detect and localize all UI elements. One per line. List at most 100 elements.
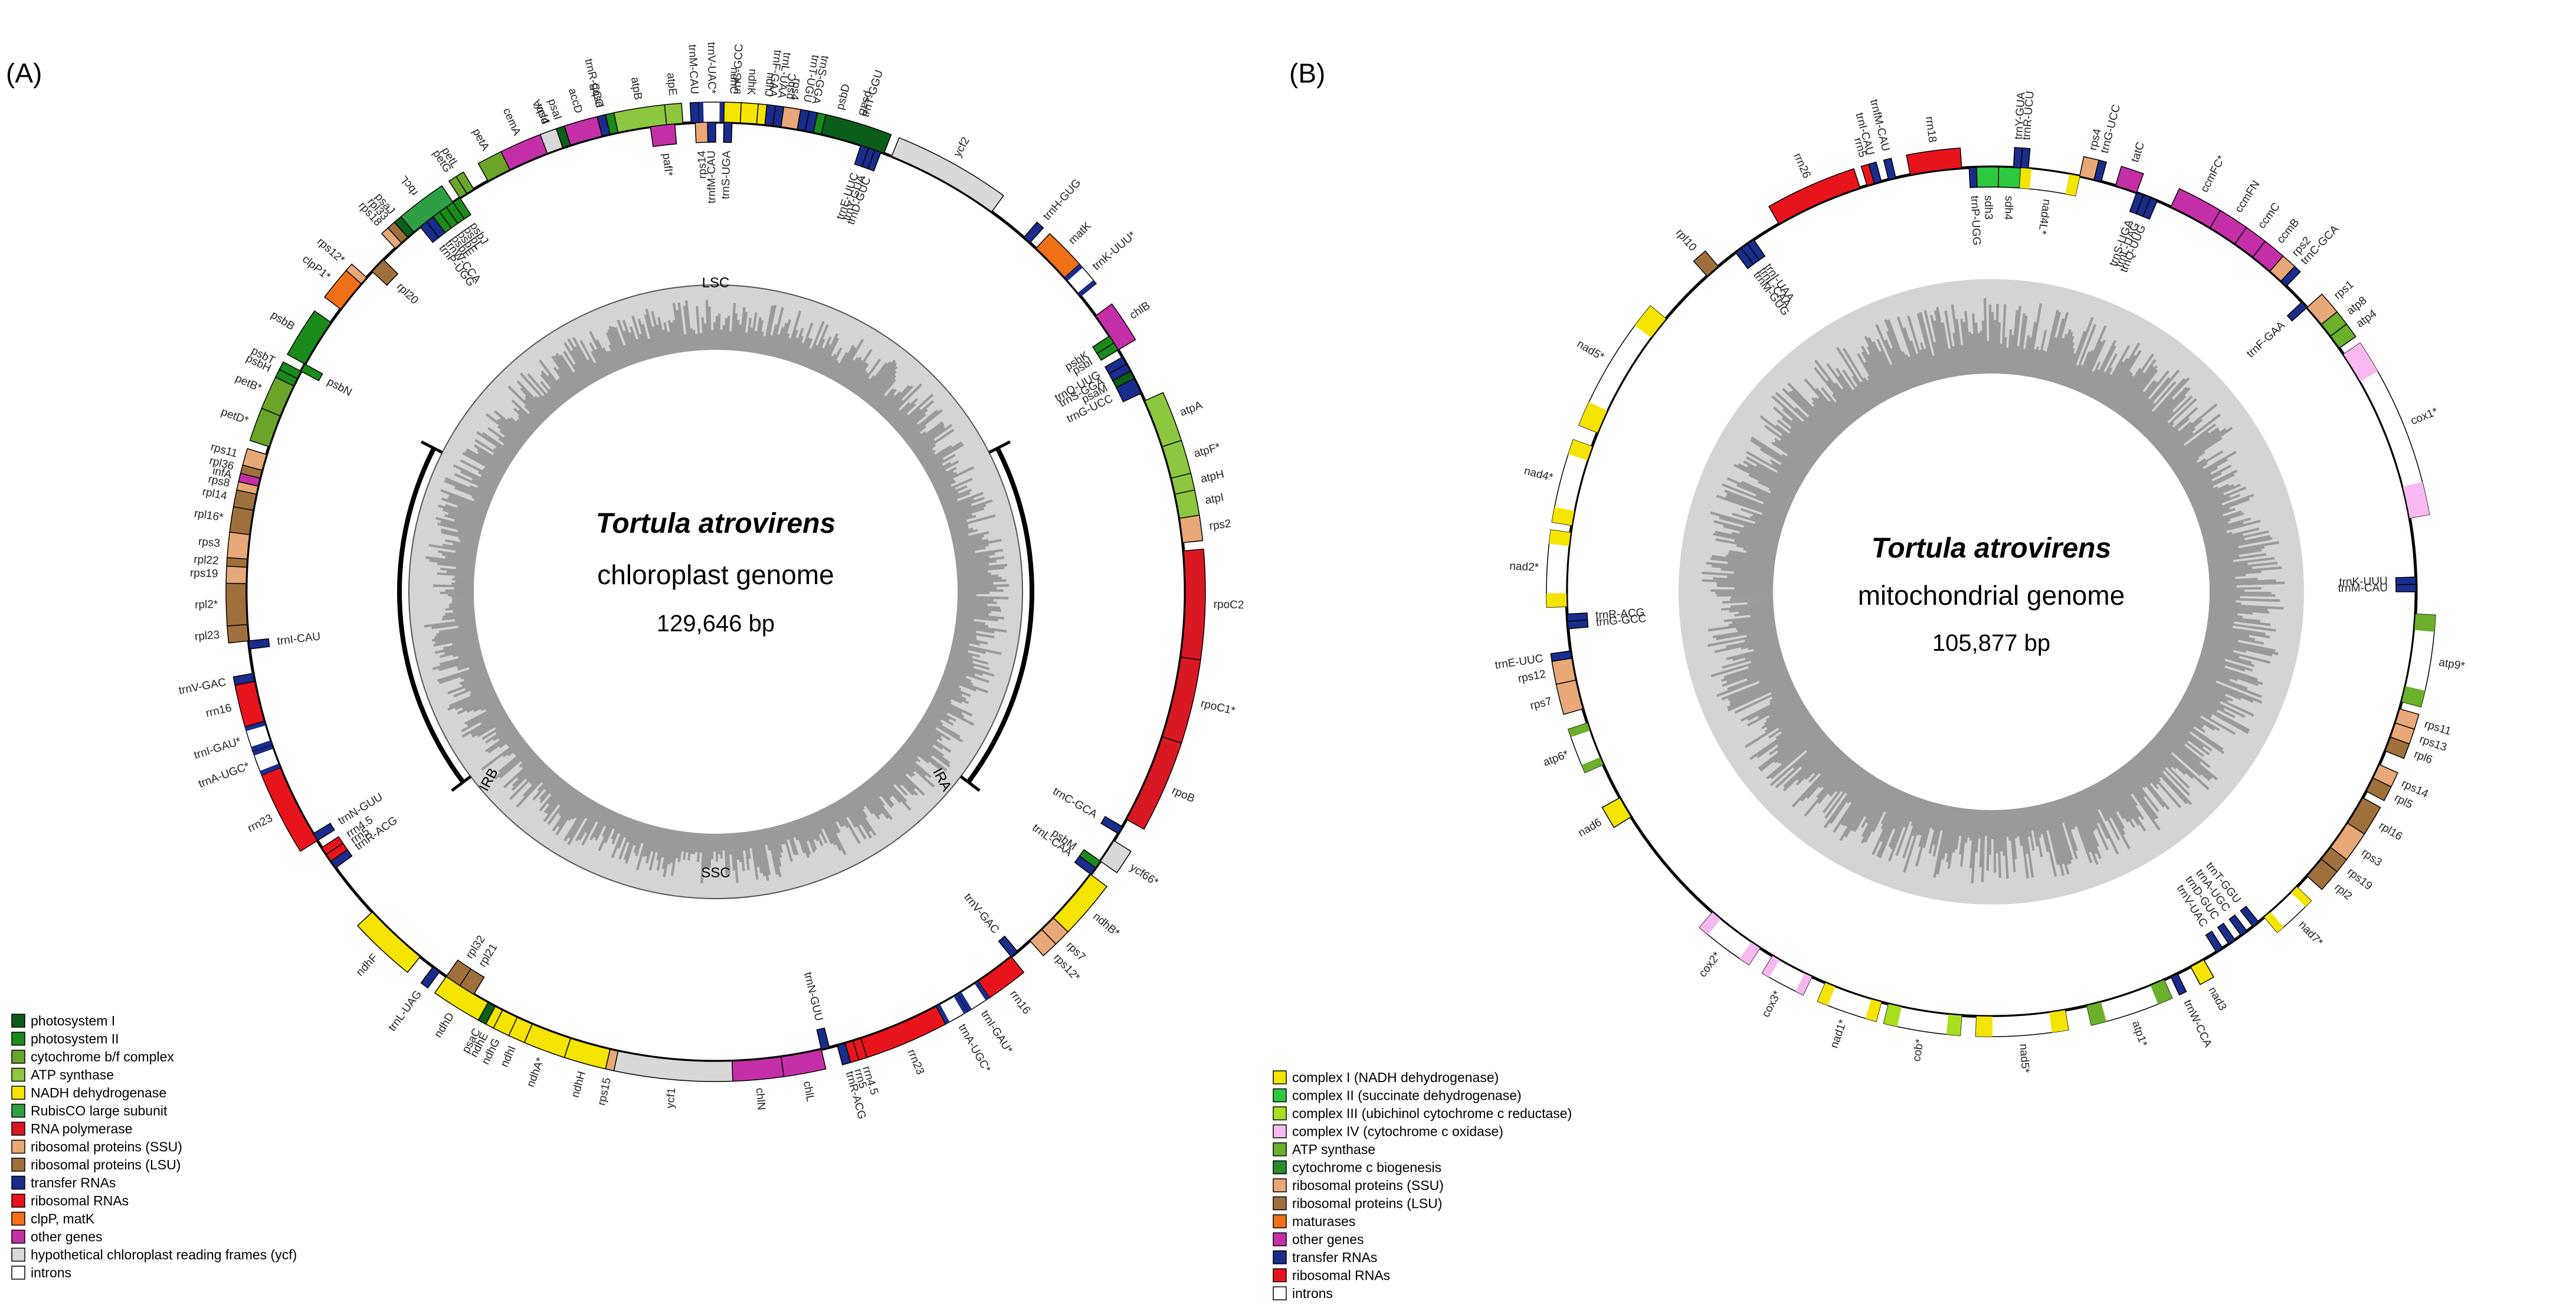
gene-label: nad1* [1828, 1018, 1849, 1050]
legend-b-label: complex III (ubichinol cytochrome c redu… [1292, 1106, 1572, 1121]
gene-label: ccmFC* [2198, 153, 2228, 195]
gene-label: atpH [1199, 468, 1225, 485]
exon-segment [245, 721, 266, 732]
gene-segment [689, 101, 700, 123]
legend-b-swatch [1273, 1124, 1287, 1139]
legend-b-label: ribosomal RNAs [1292, 1268, 1390, 1283]
gene-segment [455, 171, 475, 194]
legend-a-label: clpP, matK [31, 1211, 95, 1227]
gene-label: rpoC2 [1213, 598, 1244, 611]
gene-label: psbN [325, 375, 354, 399]
exon-segment [1578, 402, 1607, 433]
gene-label: rrn18 [1923, 116, 1939, 143]
gene-label: ndhJ [762, 72, 776, 97]
gene-label: atp9* [2438, 656, 2466, 673]
gene-segment [805, 110, 818, 133]
gene-segment [321, 835, 344, 856]
gene-label: atpA [1178, 399, 1204, 419]
exon-segment [2264, 912, 2284, 933]
gene-segment [2086, 979, 2173, 1026]
exon-segment [2019, 168, 2032, 189]
gene-segment [1115, 378, 1142, 402]
legend-a-swatch [11, 1139, 25, 1154]
legend-b-label: complex IV (cytochrome c oxidase) [1292, 1124, 1503, 1139]
gene-label: rpoB [1170, 784, 1197, 805]
legend-b-swatch [1273, 1070, 1287, 1084]
gene-segment [1601, 797, 1632, 828]
gene-label: trnG-UCC [2099, 103, 2123, 155]
legend-a-swatch [11, 1211, 25, 1226]
legend-a-swatch [11, 1103, 25, 1118]
gene-segment [2342, 342, 2430, 519]
gene-label: trnW-CCA [2181, 998, 2214, 1049]
gene-label: trnL-UAG [386, 988, 424, 1034]
genome-size-a: 129,646 bp [657, 611, 775, 637]
gene-segment [2240, 906, 2260, 927]
gene-segment [2170, 973, 2187, 996]
gene-segment [1023, 221, 1044, 244]
gene-label: ndhF [354, 952, 381, 979]
region-label-lsc: LSC [702, 275, 730, 291]
gene-label: atp6* [1542, 748, 1571, 769]
gene-label: rps19 [190, 567, 218, 581]
gene-label: petD* [219, 406, 250, 427]
legend-b-label: transfer RNAs [1292, 1250, 1377, 1265]
panel-label-a: (A) [6, 58, 42, 89]
gc-content-ring-b [1679, 279, 2304, 904]
gene-segment [1578, 305, 1667, 434]
legend-a-swatch [11, 1194, 25, 1208]
region-tick [988, 440, 1011, 454]
gene-segment [2286, 301, 2308, 322]
exon-segment [1568, 723, 1590, 738]
legend-a-swatch [11, 1031, 25, 1046]
gene-label: atpE [664, 72, 679, 96]
gene-label: ccmFN [2233, 178, 2262, 215]
panel-label-b: (B) [1289, 58, 1325, 89]
gene-segment [371, 259, 399, 286]
exon-segment [2065, 174, 2080, 196]
gene-label: cox3* [1759, 988, 1784, 1019]
gene-segment [1096, 342, 1119, 361]
gene-label: chlL [801, 1080, 817, 1103]
gene-segment [356, 911, 421, 974]
gene-label: rpl22 [194, 553, 219, 568]
legend-b-swatch [1273, 1214, 1287, 1228]
gene-track-b [1546, 147, 2436, 1037]
legend-a-label: ribosomal proteins (LSU) [31, 1157, 181, 1172]
gene-label: rrn16 [1007, 988, 1033, 1017]
gene-label: rrn26 [1791, 151, 1813, 180]
gene-label: nad2* [1509, 560, 1539, 574]
gene-label: cox1* [2409, 405, 2440, 428]
legend-a: photosystem I photosystem II cytochrome b/… [11, 1013, 297, 1280]
gene-label: trnfM-CAU [705, 150, 718, 204]
gene-label: rps15 [595, 1077, 614, 1107]
legend-b-swatch [1273, 1196, 1287, 1211]
gene-label: rpl20 [394, 280, 421, 306]
gene-label: cob* [1910, 1038, 1926, 1062]
gene-segment [664, 103, 684, 126]
legend-b-swatch [1273, 1268, 1287, 1283]
gene-segment [1126, 736, 1182, 830]
gene-label: trnR-ACG [1595, 607, 1646, 622]
gene-segment [2142, 197, 2158, 220]
gene-label: psbD [834, 83, 853, 111]
genome-title-a: Tortula atrovirens [596, 508, 835, 539]
gene-segment [300, 363, 323, 382]
region-label-ssc: SSC [701, 865, 730, 881]
exon-segment [2414, 614, 2436, 632]
gene-segment [1566, 612, 1588, 622]
gc-outer-ring-a [408, 284, 1023, 899]
gene-segment [225, 565, 247, 584]
gene-segment [2329, 323, 2357, 349]
legend-b-label: other genes [1292, 1232, 1364, 1247]
gene-label: chlN [753, 1087, 768, 1111]
gene-segment [1179, 514, 1204, 543]
gene-segment [650, 123, 677, 148]
legend-b-label: ribosomal proteins (LSU) [1292, 1196, 1442, 1211]
gene-label: trnE-UUC [1494, 653, 1544, 672]
legend-b-label: cytochrome c biogenesis [1292, 1160, 1441, 1175]
gene-label: trnN-GUU [801, 971, 825, 1022]
genome-subtitle-b: mitochondrial genome [1858, 580, 2125, 611]
gene-segment [1868, 161, 1882, 184]
gene-label: ndhI [499, 1044, 519, 1069]
